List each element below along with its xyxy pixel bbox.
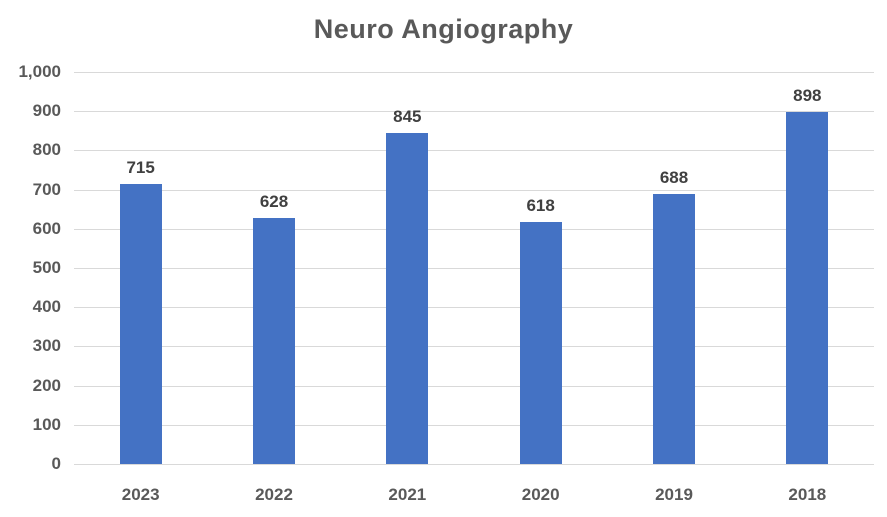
- bar-2019: [653, 194, 695, 464]
- gridline-400: [74, 307, 874, 309]
- x-tick-label-2022: 2022: [255, 485, 293, 504]
- bar-2020: [519, 221, 562, 464]
- gridline-800: [74, 150, 874, 152]
- gridline-500: [74, 268, 874, 269]
- data-label-2023: 715: [126, 157, 155, 177]
- bar-2021: [386, 132, 429, 464]
- data-label-2020: 618: [526, 195, 555, 215]
- y-tick-label: 800: [32, 140, 61, 160]
- y-tick-label: 0: [51, 454, 61, 473]
- gridline-200: [74, 385, 874, 387]
- gridline-700: [74, 189, 874, 191]
- y-tick-label: 600: [32, 218, 61, 238]
- data-label-2019: 688: [659, 168, 689, 188]
- y-tick-label: 700: [32, 179, 61, 199]
- gridline-1000: [74, 72, 874, 73]
- chart-title: Neuro Angiography: [313, 14, 574, 44]
- y-tick-label: 1,000: [18, 62, 61, 81]
- data-label-2022: 628: [259, 191, 289, 211]
- x-tick-label-2018: 2018: [788, 485, 827, 504]
- y-tick-label: 300: [32, 336, 61, 356]
- y-tick-label: 400: [32, 297, 61, 317]
- x-tick-label-2021: 2021: [388, 485, 427, 504]
- gridline-100: [74, 424, 874, 426]
- plot-area: [74, 72, 874, 465]
- y-tick-label: 200: [32, 375, 61, 395]
- gridline-600: [74, 228, 874, 230]
- x-axis-line: [74, 464, 874, 465]
- y-tick-label: 100: [32, 414, 61, 434]
- y-tick-label: 500: [32, 258, 61, 277]
- data-label-2021: 845: [393, 106, 422, 126]
- bar-2022: [253, 217, 295, 464]
- bar-2018: [786, 111, 829, 464]
- x-tick-label-2023: 2023: [121, 485, 160, 504]
- x-tick-label-2019: 2019: [655, 485, 693, 504]
- bar-2023: [119, 183, 162, 464]
- data-label-2018: 898: [793, 85, 822, 105]
- x-tick-label-2020: 2020: [521, 485, 560, 504]
- y-tick-label: 900: [32, 101, 61, 121]
- gridline-300: [74, 346, 874, 348]
- gridline-900: [74, 111, 874, 113]
